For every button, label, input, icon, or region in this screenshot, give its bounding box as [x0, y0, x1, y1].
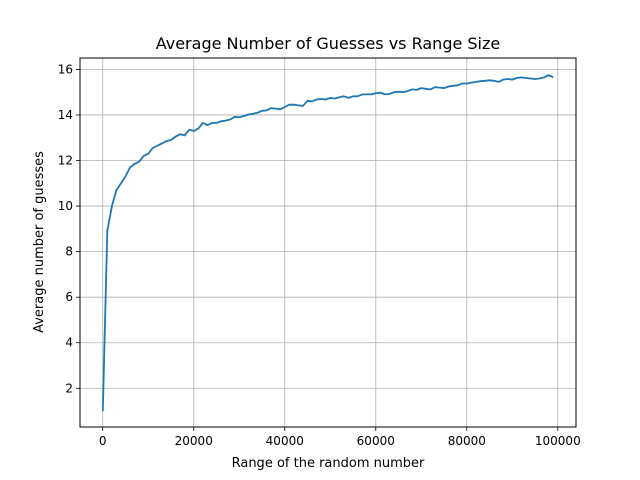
y-tick-label: 8	[65, 245, 73, 259]
y-tick-label: 12	[58, 154, 73, 168]
y-tick-label: 2	[65, 381, 73, 395]
chart-title: Average Number of Guesses vs Range Size	[156, 34, 501, 53]
grid	[80, 58, 576, 427]
y-tick-label: 14	[58, 108, 73, 122]
y-axis-label: Average number of guesses	[32, 151, 47, 333]
series-line-0	[101, 74, 554, 412]
y-axis: 2 4 6 8 10 12 14 16	[58, 62, 80, 395]
x-tick-label: 100000	[535, 434, 581, 448]
x-tick-label: 60000	[357, 434, 395, 448]
x-axis-label: Range of the random number	[232, 456, 425, 471]
y-tick-label: 10	[58, 199, 73, 213]
x-tick-label: 40000	[266, 434, 304, 448]
x-tick-label: 20000	[175, 434, 213, 448]
x-tick-label: 0	[99, 434, 107, 448]
y-tick-label: 4	[65, 336, 73, 350]
plot-frame	[79, 57, 577, 428]
y-tick-label: 16	[58, 62, 73, 76]
series-layer	[101, 74, 554, 412]
y-tick-label: 6	[65, 290, 73, 304]
x-axis: 0 20000 40000 60000 80000 100000	[99, 427, 581, 448]
x-tick-label: 80000	[448, 434, 486, 448]
